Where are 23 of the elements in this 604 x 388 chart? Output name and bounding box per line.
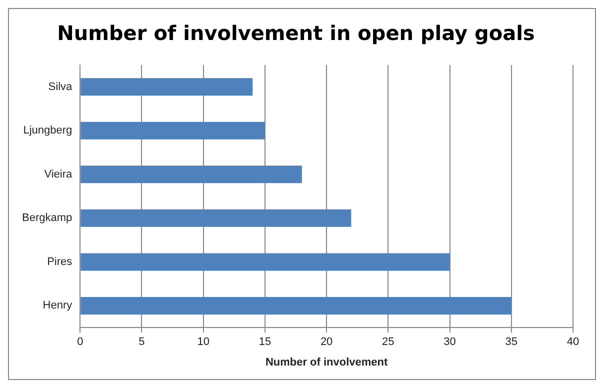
bar bbox=[80, 122, 265, 140]
bar bbox=[80, 78, 253, 96]
x-axis-title: Number of involvement bbox=[265, 356, 388, 368]
x-tick-label: 35 bbox=[505, 336, 518, 348]
bar bbox=[80, 166, 302, 184]
x-tick-label: 20 bbox=[320, 336, 333, 348]
bar bbox=[80, 296, 512, 314]
y-tick-label: Ljungberg bbox=[23, 124, 72, 137]
x-tick-label: 15 bbox=[258, 336, 272, 348]
x-tick-label: 5 bbox=[138, 336, 145, 348]
y-tick-label: Pires bbox=[47, 256, 73, 268]
x-tick-label: 40 bbox=[566, 336, 580, 348]
y-tick-label: Silva bbox=[48, 80, 74, 93]
y-tick-label: Henry bbox=[42, 300, 73, 312]
y-tick-label: Vieira bbox=[44, 168, 74, 180]
bar bbox=[80, 209, 352, 227]
x-tick-label: 0 bbox=[77, 336, 84, 348]
x-tick-label: 30 bbox=[444, 336, 456, 348]
y-tick-label: Bergkamp bbox=[22, 212, 72, 224]
x-tick-label: 10 bbox=[197, 336, 210, 348]
x-tick-label: 25 bbox=[382, 336, 394, 348]
chart-title: Number of involvement in open play goals bbox=[57, 21, 535, 46]
bar bbox=[80, 253, 450, 271]
